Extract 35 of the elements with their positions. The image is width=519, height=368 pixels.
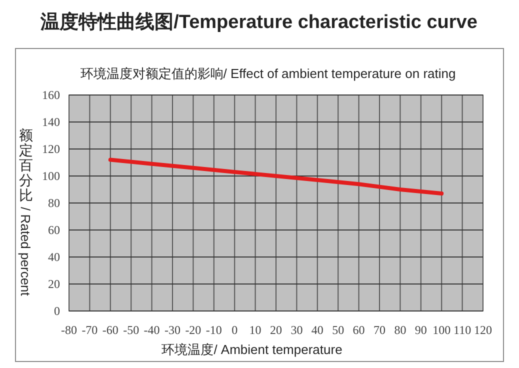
y-axis-title: 额定百分比/ Rated percent bbox=[18, 128, 33, 296]
x-tick-label: -60 bbox=[102, 323, 118, 337]
y-tick-label: 0 bbox=[54, 304, 60, 318]
x-tick-label: -10 bbox=[206, 323, 222, 337]
x-tick-label: 70 bbox=[374, 323, 386, 337]
y-tick-label: 60 bbox=[48, 223, 60, 237]
x-tick-label: -20 bbox=[185, 323, 202, 337]
y-tick-label: 40 bbox=[48, 250, 60, 264]
line-series bbox=[108, 158, 444, 196]
y-tick-label: 140 bbox=[42, 115, 60, 129]
x-tick-label: 80 bbox=[394, 323, 406, 337]
y-tick-label: 20 bbox=[48, 277, 60, 291]
x-tick-label: -40 bbox=[144, 323, 160, 337]
x-tick-label: 60 bbox=[352, 323, 365, 337]
x-tick-label: 40 bbox=[311, 323, 324, 337]
y-tick-label: 160 bbox=[42, 88, 60, 102]
x-tick-label: -50 bbox=[123, 323, 140, 337]
x-axis-title: 环境温度/ Ambient temperature bbox=[162, 342, 342, 357]
x-tick-label: 120 bbox=[474, 323, 492, 337]
x-tick-label: 90 bbox=[414, 323, 427, 337]
x-tick-label: 10 bbox=[249, 323, 262, 337]
x-tick-label: -70 bbox=[82, 323, 98, 337]
y-tick-label: 100 bbox=[42, 169, 60, 183]
chart-subtitle: 环境温度对额定值的影响/ Effect of ambient temperature on rating bbox=[80, 66, 456, 81]
y-tick-label: 120 bbox=[42, 142, 60, 156]
x-tick-label: 0 bbox=[232, 323, 238, 337]
x-tick-label: 110 bbox=[454, 323, 472, 337]
x-tick-label: -30 bbox=[164, 323, 180, 337]
x-tick-label: 20 bbox=[270, 323, 282, 337]
x-tick-label: 30 bbox=[290, 323, 303, 337]
y-tick-label: 80 bbox=[48, 196, 60, 210]
chart-title: 温度特性曲线图/Temperature characteristic curve bbox=[40, 11, 478, 33]
x-tick-label: 50 bbox=[332, 323, 344, 337]
x-tick-label: -80 bbox=[61, 323, 77, 337]
x-tick-label: 100 bbox=[432, 323, 451, 337]
